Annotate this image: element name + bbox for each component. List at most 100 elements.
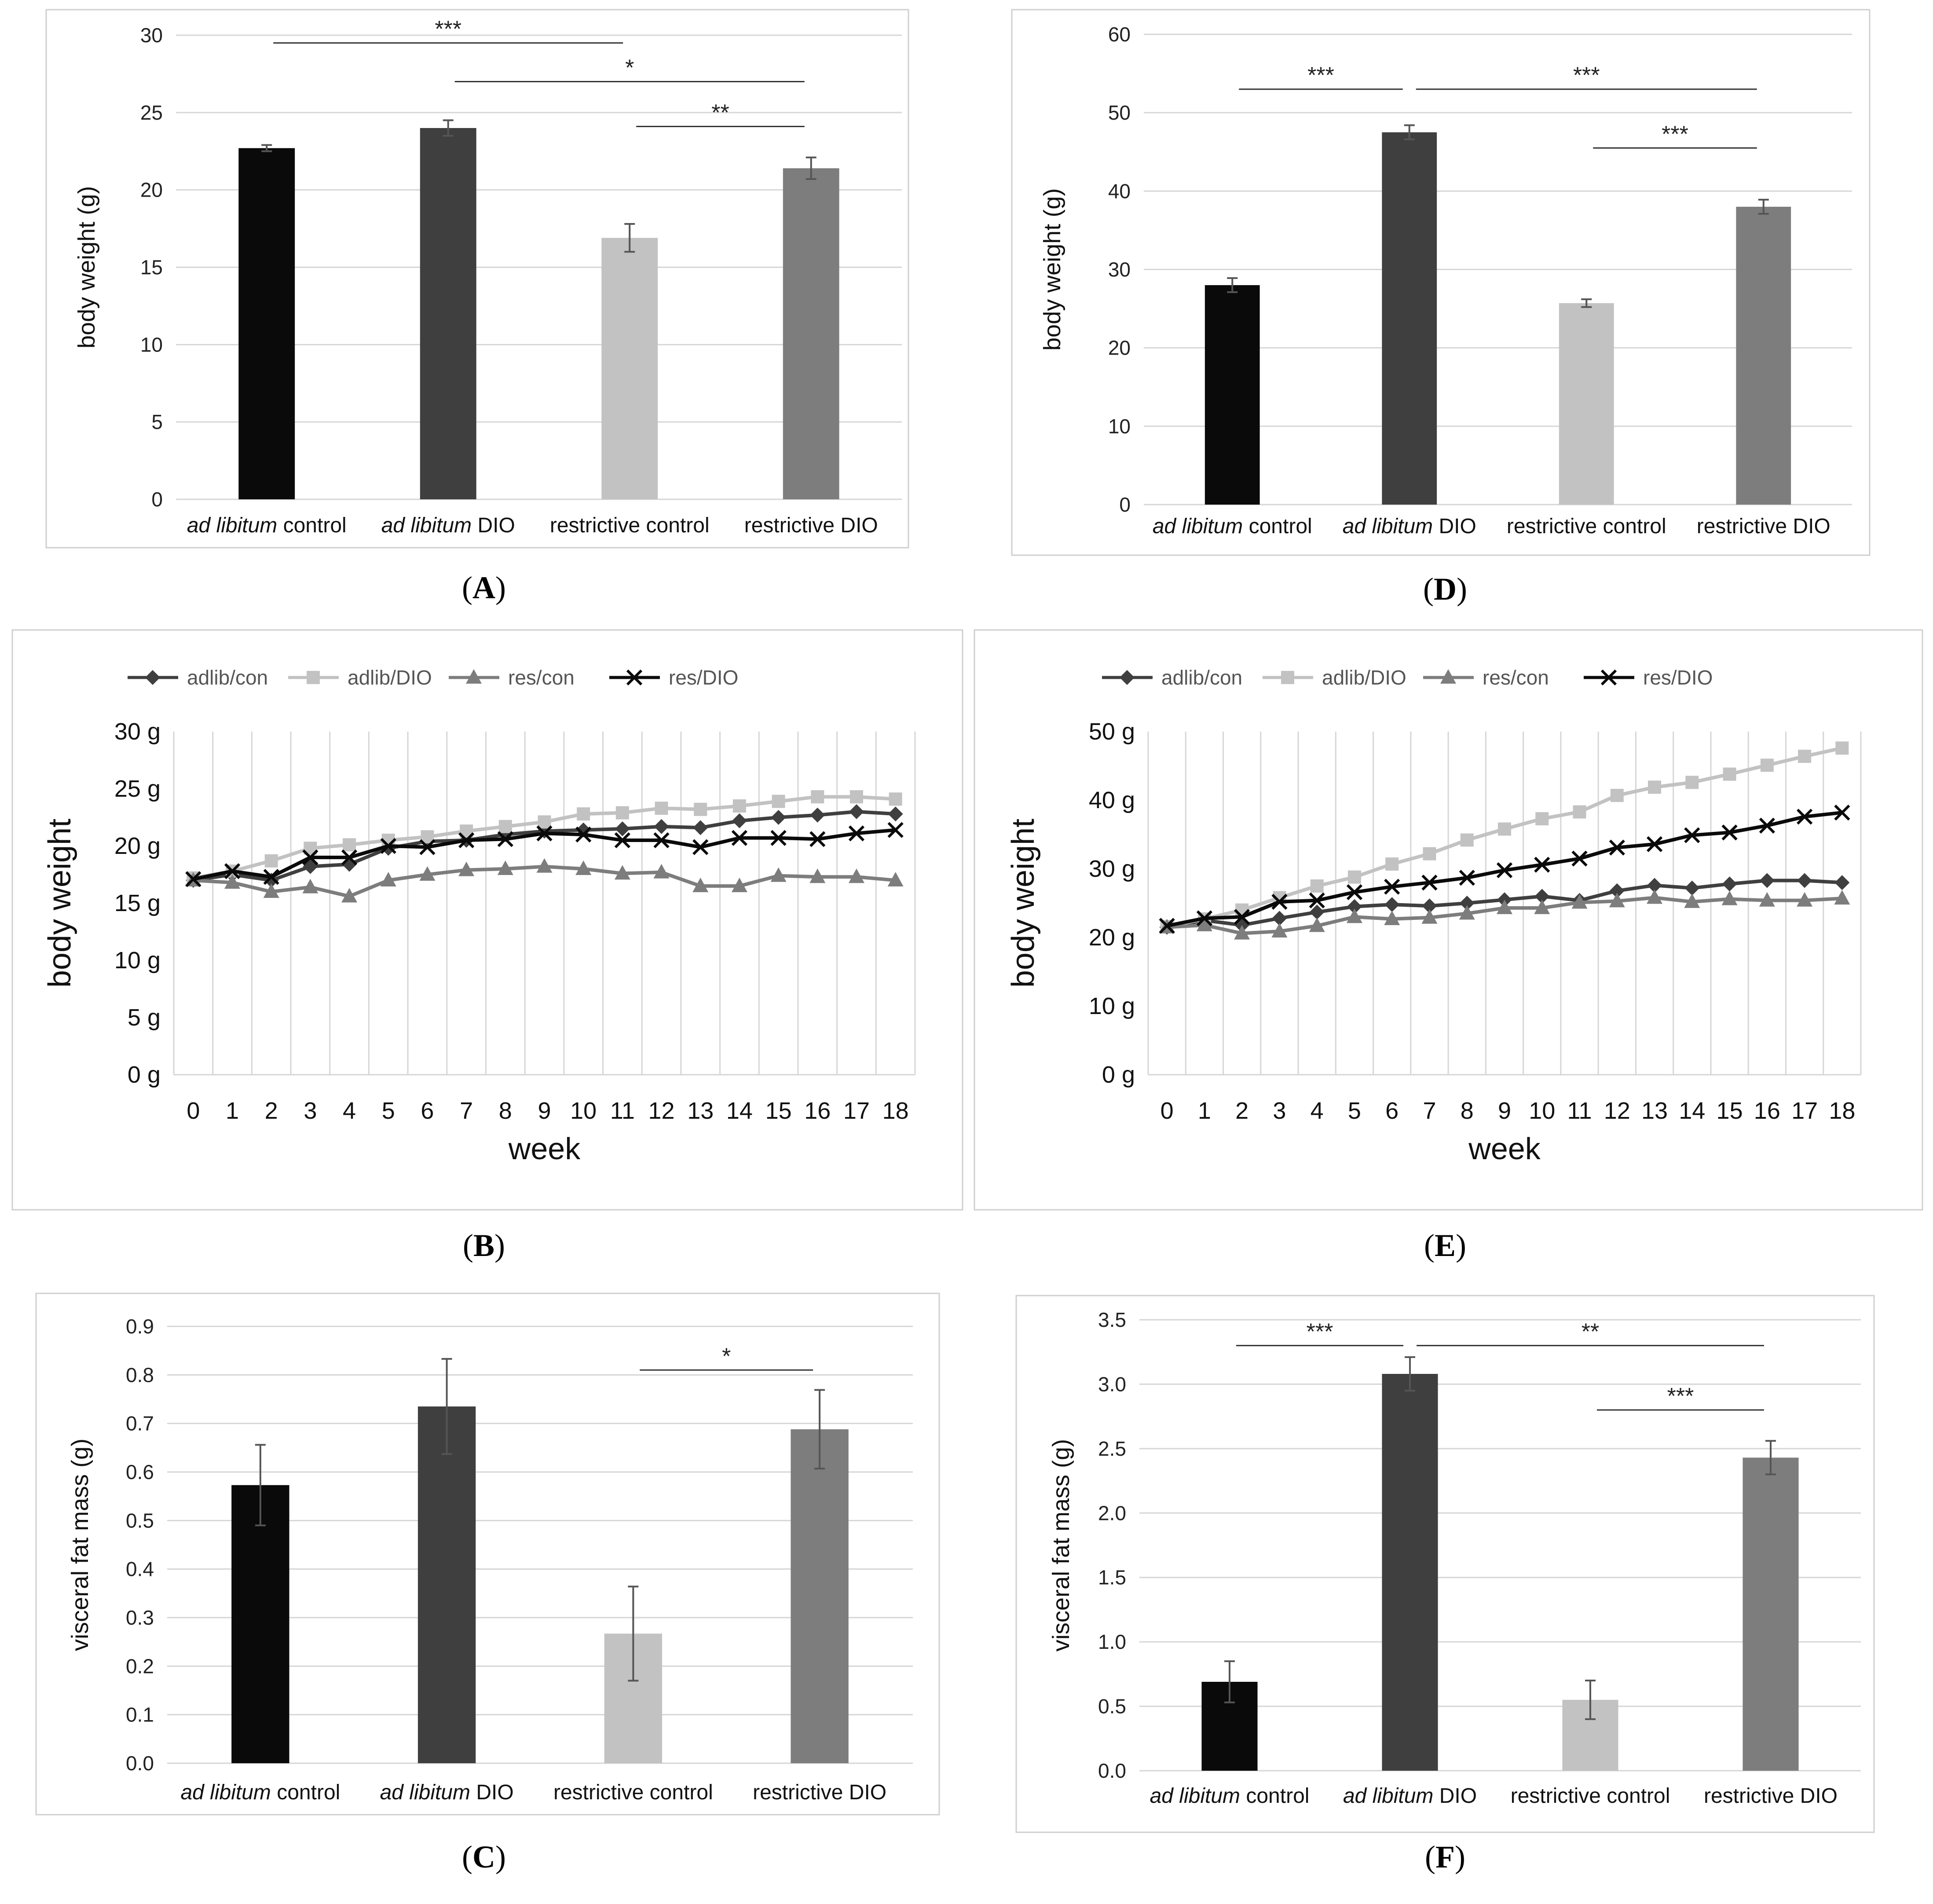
- marker-x: [1459, 870, 1475, 886]
- y-tick-label: 0.9: [126, 1315, 154, 1338]
- category-label: restrictive DIO: [753, 1781, 886, 1804]
- legend-label: res/con: [508, 666, 575, 689]
- marker-x: [731, 830, 748, 846]
- x-tick-label: 10: [1529, 1098, 1555, 1124]
- y-tick-label: 20: [140, 179, 163, 201]
- category-label: ad libitum DIO: [1343, 1784, 1477, 1808]
- marker-triangle: [575, 860, 592, 875]
- marker-triangle: [848, 868, 864, 883]
- marker-x: [1421, 875, 1438, 891]
- x-tick-label: 9: [1498, 1098, 1511, 1124]
- category-label: restrictive DIO: [744, 514, 878, 537]
- marker-square: [615, 806, 629, 820]
- x-tick-label: 2: [265, 1098, 278, 1124]
- x-tick-label: 16: [1754, 1098, 1780, 1124]
- marker-x: [614, 832, 630, 849]
- y-tick-label: 25: [140, 101, 163, 124]
- bar: [1559, 303, 1614, 505]
- y-axis-label: body weight (g): [73, 186, 100, 348]
- y-tick-label: 20 g: [114, 833, 161, 859]
- marker-diamond: [1759, 873, 1775, 888]
- x-tick-label: 15: [1717, 1098, 1743, 1124]
- marker-square: [1723, 767, 1736, 781]
- marker-triangle: [497, 860, 513, 875]
- marker-square: [577, 807, 590, 821]
- y-tick-label: 2.0: [1098, 1501, 1126, 1524]
- y-tick-label: 40: [1108, 179, 1131, 202]
- x-tick-label: 14: [1679, 1098, 1705, 1124]
- marker-x: [1684, 827, 1700, 843]
- marker-triangle: [1797, 892, 1813, 907]
- category-label: restrictive control: [550, 514, 710, 537]
- bar: [231, 1485, 289, 1763]
- marker-square: [1798, 750, 1812, 763]
- marker-triangle: [731, 878, 747, 892]
- marker-diamond: [1722, 876, 1737, 892]
- bar: [601, 238, 658, 499]
- marker-x: [458, 832, 475, 849]
- significance-label: ***: [1307, 1319, 1333, 1345]
- category-label: ad libitum DIO: [1343, 515, 1476, 538]
- x-tick-label: 11: [610, 1098, 635, 1124]
- category-label: restrictive control: [553, 1781, 713, 1804]
- marker-diamond: [1534, 889, 1550, 904]
- bar-chart-c: 0.0 0.1 0.2 0.3 0.4 0.5 0.6 0.7 0.8 0.9 visceral f…: [67, 1315, 913, 1804]
- marker-square: [1460, 833, 1474, 847]
- y-tick-label: 15: [140, 256, 163, 279]
- y-tick-label: 0 g: [1102, 1062, 1135, 1088]
- marker-x: [1384, 879, 1400, 895]
- marker-triangle: [692, 878, 709, 892]
- y-tick-label: 10 g: [114, 947, 161, 974]
- category-label: ad libitum control: [187, 514, 347, 537]
- marker-x: [1721, 824, 1738, 841]
- y-axis-label: body weight: [42, 819, 77, 988]
- marker-diamond: [1684, 880, 1700, 896]
- marker-diamond: [693, 820, 708, 835]
- x-tick-label: 17: [843, 1098, 870, 1124]
- x-tick-label: 8: [1461, 1098, 1474, 1124]
- bar: [420, 128, 476, 499]
- marker-square: [1498, 822, 1511, 836]
- marker-square: [538, 815, 551, 829]
- marker-x: [809, 831, 826, 847]
- x-tick-label: 10: [570, 1098, 597, 1124]
- marker-diamond: [1272, 911, 1287, 926]
- marker-square: [1573, 805, 1586, 819]
- bar: [1743, 1457, 1799, 1771]
- marker-x: [1496, 862, 1513, 879]
- marker-triangle: [1309, 917, 1325, 932]
- marker-x: [1571, 850, 1588, 867]
- legend-label: res/DIO: [1643, 666, 1713, 689]
- significance-label: *: [625, 55, 634, 81]
- marker-x: [1834, 804, 1850, 821]
- marker-square: [655, 802, 668, 815]
- marker-x: [1196, 910, 1213, 926]
- marker-triangle: [302, 879, 319, 893]
- y-tick-label: 10: [1108, 415, 1131, 438]
- marker-x: [185, 871, 201, 887]
- marker-triangle: [614, 865, 630, 880]
- category-label: restrictive DIO: [1697, 515, 1830, 538]
- y-tick-label: 0.5: [1098, 1695, 1126, 1718]
- marker-triangle: [1721, 890, 1738, 905]
- x-tick-label: 4: [1311, 1098, 1324, 1124]
- x-tick-label: 7: [1423, 1098, 1436, 1124]
- x-tick-label: 16: [804, 1098, 831, 1124]
- marker-x: [1609, 839, 1625, 856]
- marker-x: [1534, 857, 1550, 873]
- significance-label: ***: [1662, 121, 1688, 147]
- marker-x: [536, 825, 553, 842]
- marker-triangle: [887, 872, 904, 886]
- marker-diamond: [1422, 898, 1437, 914]
- marker-x: [380, 838, 396, 854]
- marker-triangle: [1196, 916, 1212, 931]
- marker-square: [264, 854, 278, 868]
- x-tick-label: 5: [382, 1098, 395, 1124]
- x-tick-label: 18: [1829, 1098, 1855, 1124]
- marker-triangle: [1834, 890, 1850, 905]
- y-tick-label: 0.7: [126, 1412, 154, 1435]
- marker-triangle: [1571, 894, 1588, 909]
- caption-f: (F): [1425, 1839, 1465, 1875]
- marker-diamond: [1834, 875, 1850, 890]
- marker-square: [1610, 789, 1624, 802]
